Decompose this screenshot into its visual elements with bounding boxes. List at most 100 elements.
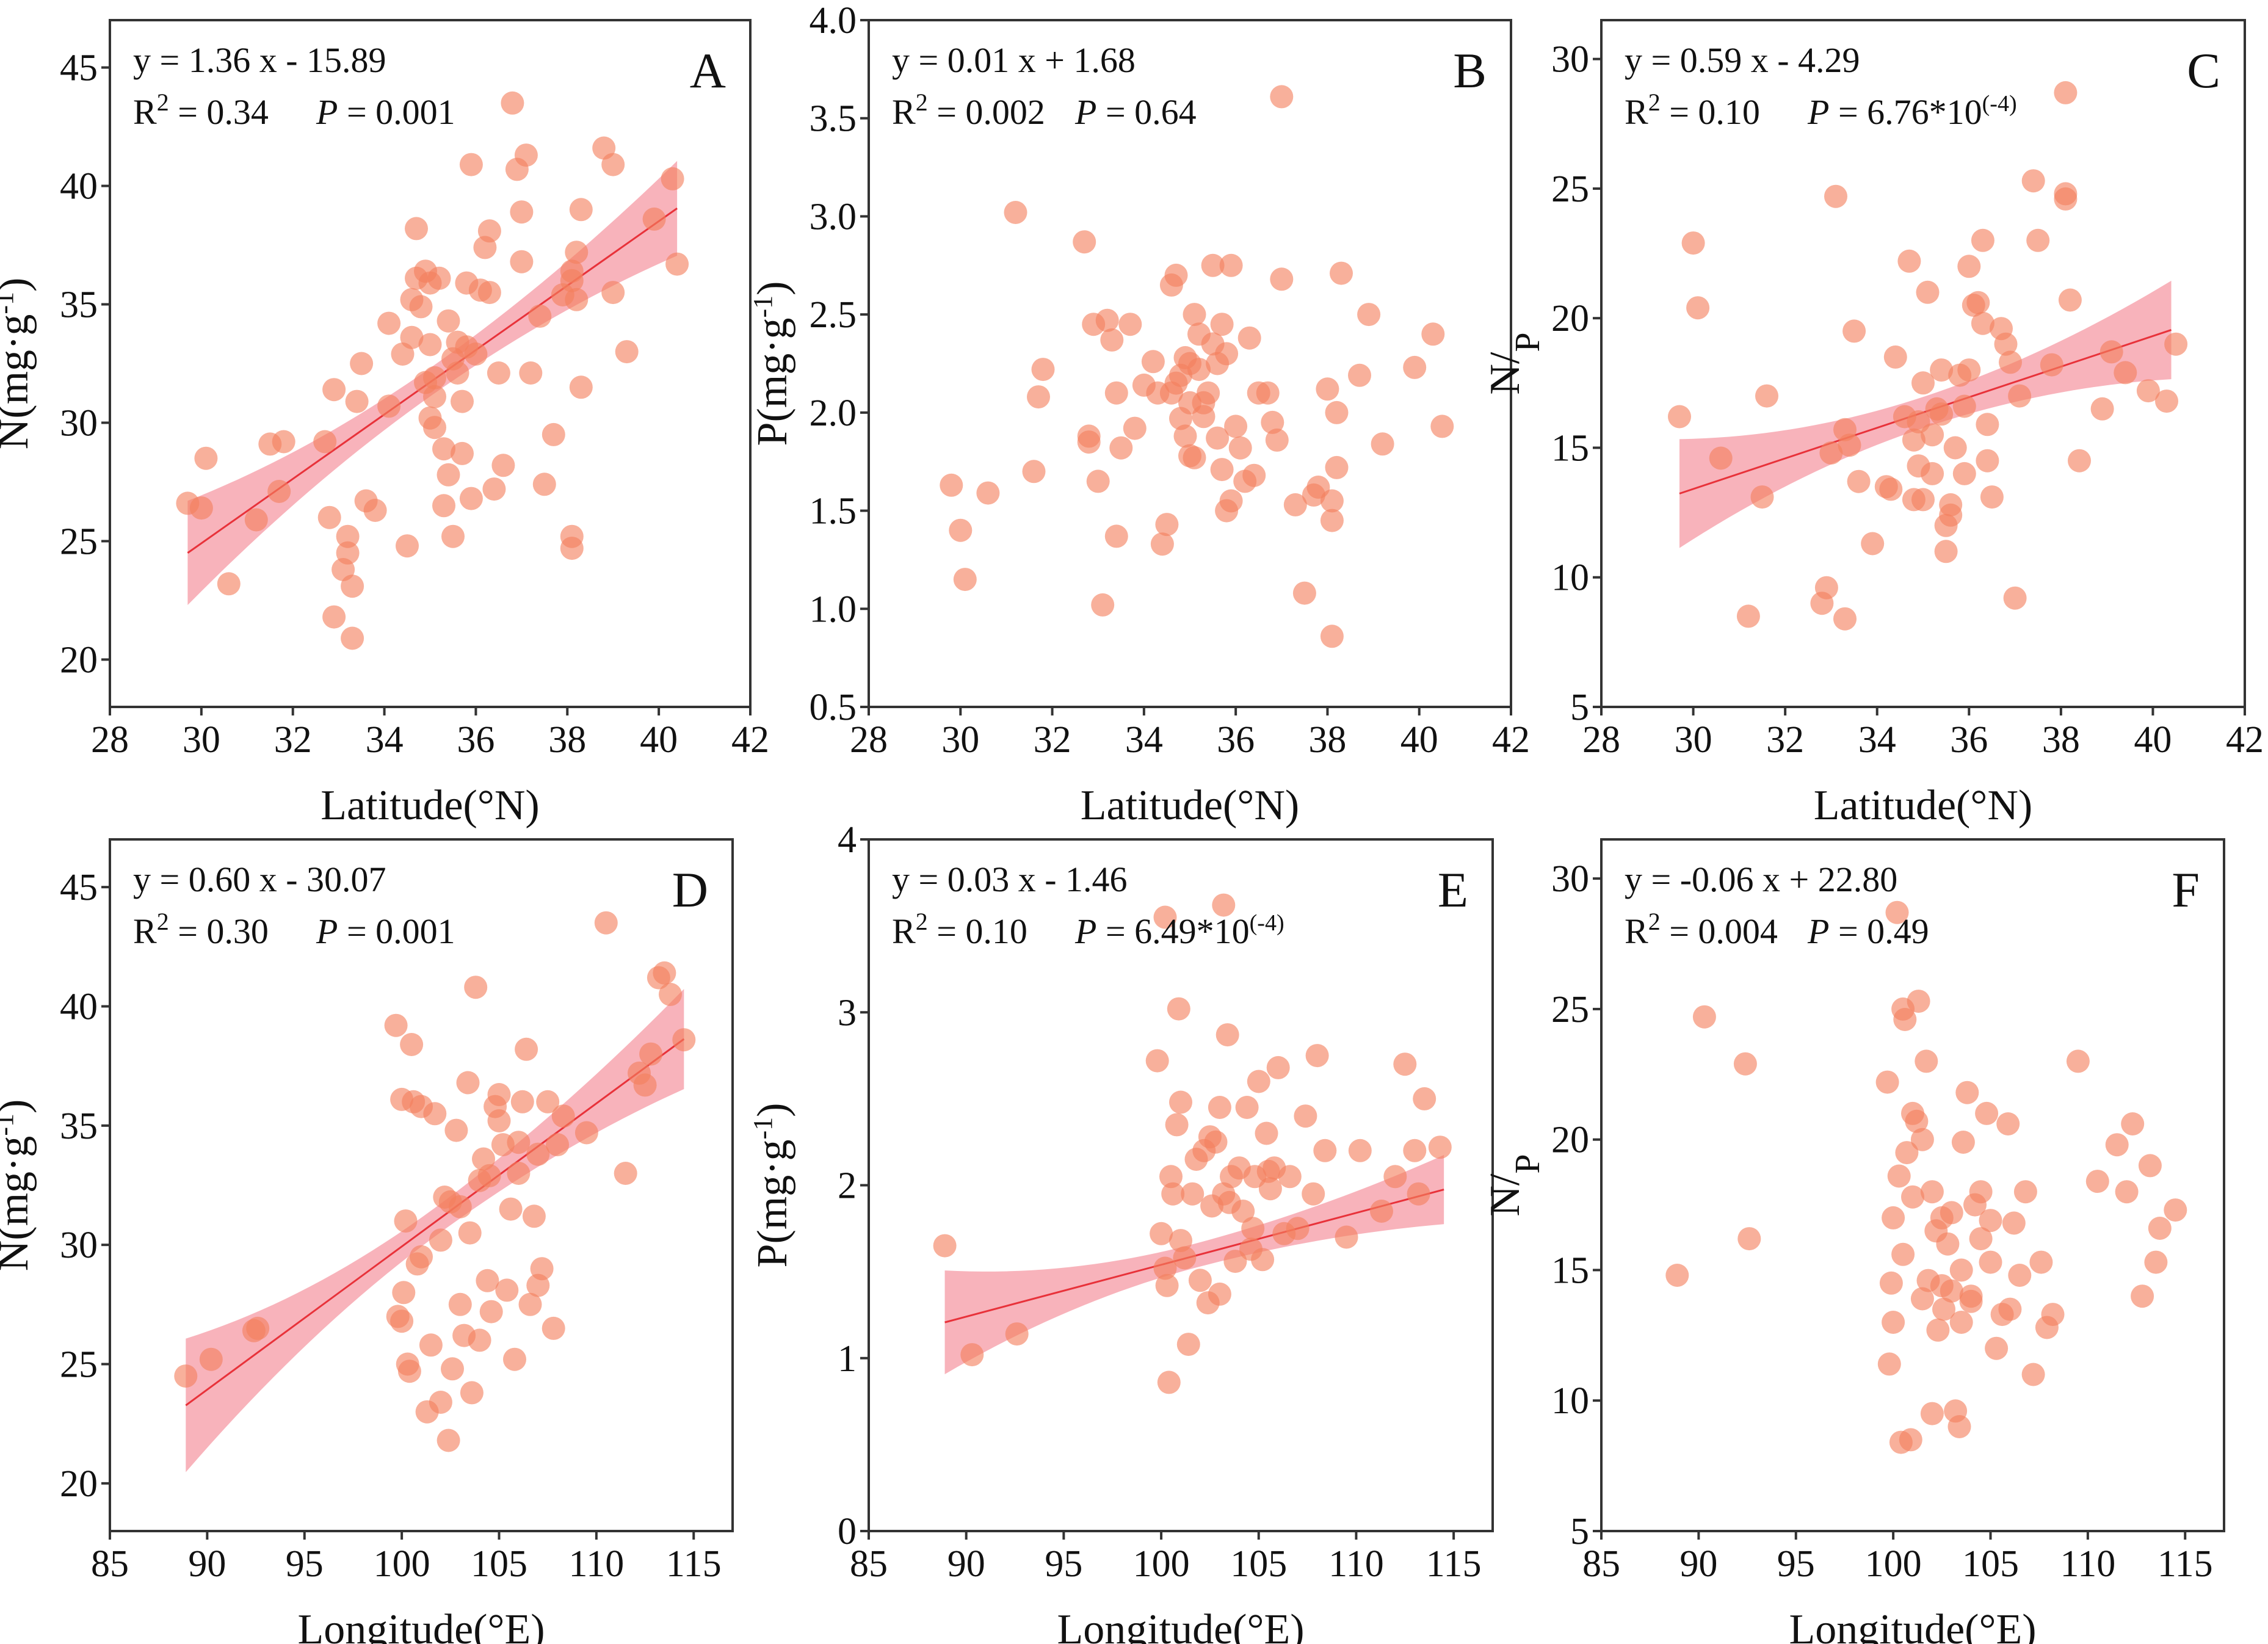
data-point bbox=[2008, 384, 2032, 408]
data-point bbox=[1173, 1246, 1197, 1270]
x-tick-label: 95 bbox=[1777, 1543, 1815, 1585]
data-point bbox=[194, 446, 218, 470]
data-point bbox=[244, 508, 268, 532]
data-point bbox=[1278, 1165, 1302, 1189]
regression-line bbox=[185, 1038, 685, 1407]
data-point bbox=[1255, 1121, 1278, 1145]
data-point bbox=[2090, 397, 2114, 421]
y-tick-label: 15 bbox=[1551, 427, 1589, 469]
data-point bbox=[569, 198, 593, 222]
data-point bbox=[2136, 379, 2160, 403]
data-point bbox=[569, 375, 593, 399]
data-point bbox=[1266, 1056, 1290, 1079]
y-tick-label: 20 bbox=[60, 1463, 98, 1505]
data-point bbox=[633, 1073, 657, 1097]
data-point bbox=[1951, 1131, 1975, 1154]
x-tick-label: 38 bbox=[548, 719, 586, 761]
plot-frame bbox=[109, 19, 752, 708]
data-point bbox=[510, 250, 534, 273]
data-point bbox=[933, 1234, 957, 1258]
data-point bbox=[1934, 540, 1958, 563]
r2-label: R2 = 0.34 bbox=[133, 89, 269, 132]
data-point bbox=[1256, 1159, 1280, 1183]
data-point bbox=[551, 1104, 575, 1128]
y-tick-label: 3.0 bbox=[810, 196, 857, 237]
data-point bbox=[1907, 990, 1930, 1013]
data-point bbox=[1952, 462, 1976, 485]
x-tick-label: 90 bbox=[947, 1543, 985, 1585]
data-point bbox=[1251, 1248, 1275, 1272]
r2-label: R2 = 0.10 bbox=[892, 908, 1027, 952]
data-point bbox=[341, 626, 364, 650]
data-point bbox=[1210, 313, 1234, 336]
regression-equation: y = 0.01 x + 1.68 bbox=[892, 40, 1136, 80]
data-point bbox=[1198, 1125, 1222, 1149]
data-point bbox=[487, 361, 510, 385]
data-point bbox=[1235, 1096, 1259, 1119]
data-point bbox=[1915, 1049, 1938, 1073]
data-point bbox=[437, 1429, 460, 1452]
data-point bbox=[341, 574, 364, 598]
data-point bbox=[1421, 322, 1445, 346]
data-point bbox=[501, 91, 524, 115]
y-tick-label: 1.0 bbox=[810, 588, 857, 630]
data-point bbox=[1926, 1318, 1950, 1342]
data-point bbox=[614, 1162, 637, 1185]
data-point bbox=[2164, 1198, 2187, 1222]
y-tick-label: 35 bbox=[60, 284, 98, 326]
data-point bbox=[495, 1278, 519, 1302]
data-point bbox=[2029, 1250, 2053, 1274]
data-point bbox=[1223, 1250, 1247, 1273]
data-point bbox=[1692, 1005, 1716, 1029]
data-point bbox=[432, 437, 455, 461]
data-point bbox=[423, 366, 446, 389]
data-point bbox=[322, 605, 346, 629]
data-point bbox=[2121, 1112, 2145, 1135]
data-point bbox=[2026, 228, 2050, 252]
data-point bbox=[1921, 423, 1944, 447]
y-tick-label: 0 bbox=[838, 1511, 857, 1552]
data-point bbox=[1979, 1250, 2002, 1274]
data-point bbox=[1219, 489, 1243, 513]
x-axis-label: Latitude(°N) bbox=[321, 782, 539, 829]
data-point bbox=[1980, 485, 2004, 509]
regression-equation: y = 0.59 x - 4.29 bbox=[1625, 40, 1860, 80]
x-tick-label: 115 bbox=[2157, 1543, 2213, 1585]
data-point bbox=[1755, 384, 1778, 408]
data-point bbox=[560, 259, 584, 283]
panel-f: 85 90 95 100 105 110 115 5 10 15 20 25 30 Longitude(°… bbox=[1482, 838, 2225, 1644]
data-point bbox=[1145, 1049, 1169, 1073]
data-point bbox=[1833, 607, 1857, 631]
data-point bbox=[1910, 1128, 1934, 1151]
regression-equation: y = 0.60 x - 30.07 bbox=[133, 860, 386, 899]
data-point bbox=[345, 389, 369, 413]
y-axis-label: N/P bbox=[1482, 332, 1547, 394]
x-tick-label: 85 bbox=[1582, 1543, 1620, 1585]
data-point bbox=[1335, 1225, 1358, 1249]
x-tick-label: 32 bbox=[1766, 719, 1804, 761]
data-point bbox=[448, 1292, 472, 1316]
data-point bbox=[1371, 432, 1394, 456]
y-tick-label: 30 bbox=[1551, 858, 1589, 900]
data-point bbox=[397, 1360, 421, 1383]
data-point bbox=[560, 524, 584, 548]
data-point bbox=[1814, 576, 1838, 599]
data-point bbox=[1256, 381, 1280, 405]
data-point bbox=[1104, 381, 1128, 405]
r2-label: R2 = 0.10 bbox=[1625, 89, 1760, 132]
data-point bbox=[532, 473, 556, 496]
data-point bbox=[444, 1118, 468, 1142]
data-point bbox=[1169, 1090, 1192, 1114]
data-point bbox=[565, 241, 589, 264]
data-point bbox=[601, 281, 625, 305]
data-point bbox=[1210, 458, 1234, 482]
data-point bbox=[1957, 255, 1981, 278]
plot-frame bbox=[1600, 838, 2225, 1532]
data-point bbox=[1118, 313, 1142, 336]
data-point bbox=[1920, 1402, 1944, 1425]
data-point bbox=[1224, 415, 1248, 438]
data-point bbox=[438, 1190, 462, 1214]
y-tick-label: 30 bbox=[60, 1225, 98, 1266]
data-point bbox=[1215, 342, 1239, 366]
data-point bbox=[423, 385, 446, 408]
